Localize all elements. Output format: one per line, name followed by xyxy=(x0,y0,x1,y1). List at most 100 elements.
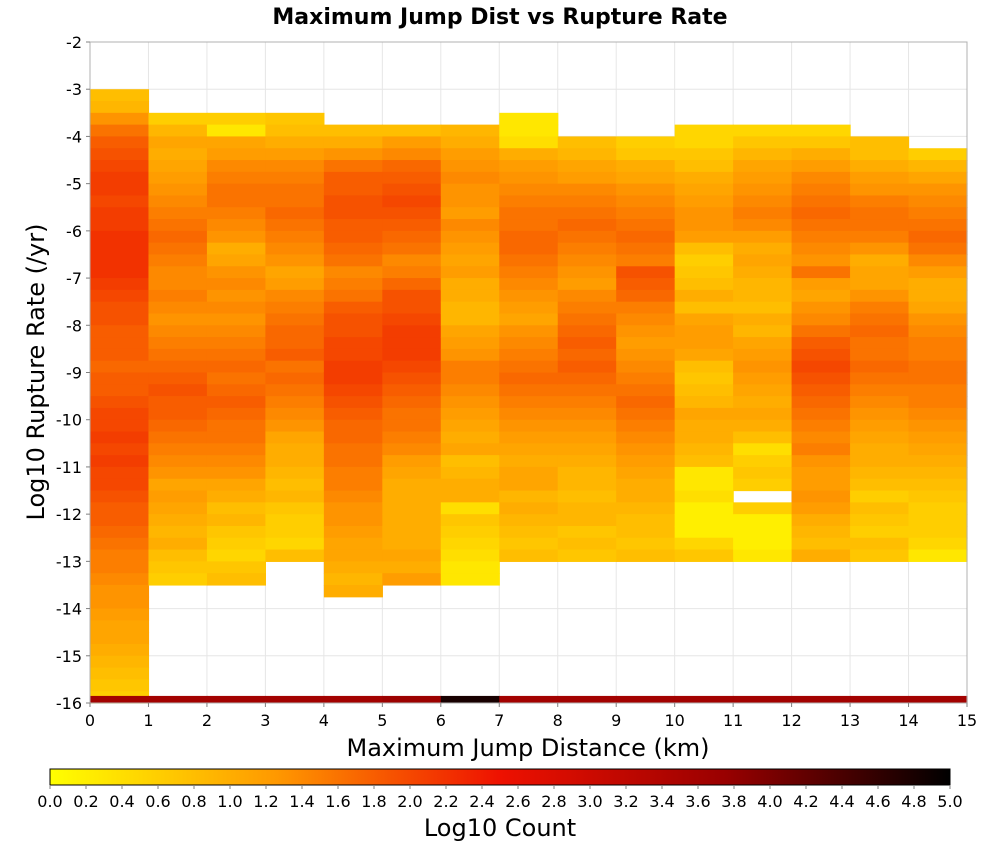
heatmap-cell xyxy=(382,337,442,350)
heatmap-cell xyxy=(382,396,442,409)
heatmap-cell xyxy=(791,549,851,562)
heatmap-cell xyxy=(148,431,208,444)
heatmap-cell xyxy=(850,160,910,173)
heatmap-cell xyxy=(499,325,559,338)
y-tick-label: -7 xyxy=(66,269,82,288)
heatmap-cell xyxy=(382,148,442,161)
heatmap-cell xyxy=(791,466,851,480)
heatmap-cell xyxy=(850,313,910,326)
heatmap-cell xyxy=(791,160,851,173)
heatmap-cell xyxy=(90,89,150,102)
heatmap-cell xyxy=(791,266,851,279)
y-tick-label: -12 xyxy=(56,505,82,524)
heatmap-cell xyxy=(557,195,617,208)
heatmap-cell xyxy=(323,431,383,444)
heatmap-cell xyxy=(382,384,442,397)
heatmap-cell xyxy=(148,219,208,232)
heatmap-cell xyxy=(440,502,500,515)
heatmap-cell xyxy=(908,219,968,232)
x-tick-label: 13 xyxy=(840,711,860,730)
colorbar-tick-label: 3.2 xyxy=(613,792,638,811)
heatmap-cell xyxy=(440,230,500,244)
heatmap-cell xyxy=(733,407,793,421)
heatmap-cell xyxy=(323,561,383,574)
heatmap-cell xyxy=(206,195,266,208)
heatmap-cell xyxy=(674,525,734,539)
heatmap-cell xyxy=(557,360,617,374)
heatmap-cell xyxy=(674,242,734,256)
heatmap-cell xyxy=(733,695,793,703)
heatmap-cell xyxy=(674,301,734,315)
heatmap-cell xyxy=(206,112,266,126)
heatmap-cell xyxy=(499,112,559,126)
colorbar-tick-label: 3.6 xyxy=(685,792,710,811)
heatmap-cell xyxy=(616,514,676,527)
heatmap-cell xyxy=(265,337,325,350)
heatmap-cell xyxy=(908,455,968,468)
heatmap-cell xyxy=(148,242,208,256)
heatmap-cell xyxy=(733,278,793,291)
heatmap-cell xyxy=(90,407,150,421)
heatmap-cell xyxy=(791,372,851,385)
heatmap-cell xyxy=(499,525,559,539)
heatmap-cell xyxy=(440,301,500,315)
heatmap-cell xyxy=(382,443,442,456)
heatmap-cell xyxy=(206,478,266,492)
heatmap-cell xyxy=(148,396,208,409)
heatmap-cell xyxy=(323,219,383,232)
heatmap-cell xyxy=(499,466,559,480)
heatmap-cell xyxy=(206,160,266,173)
heatmap-cell xyxy=(90,183,150,197)
x-tick-label: 11 xyxy=(723,711,743,730)
heatmap-cell xyxy=(616,230,676,244)
heatmap-cell xyxy=(382,254,442,267)
heatmap-cell xyxy=(382,348,442,362)
heatmap-cell xyxy=(265,254,325,267)
heatmap-cell xyxy=(850,502,910,515)
heatmap-cell xyxy=(674,207,734,220)
heatmap-cell xyxy=(90,632,150,645)
heatmap-cell xyxy=(674,124,734,138)
colorbar-tick-label: 0.4 xyxy=(109,792,134,811)
heatmap-cell xyxy=(323,514,383,527)
heatmap-cell xyxy=(616,278,676,291)
heatmap-cell xyxy=(850,360,910,374)
heatmap-cell xyxy=(499,514,559,527)
heatmap-cell xyxy=(206,561,266,574)
heatmap-cell xyxy=(90,171,150,185)
heatmap-cell xyxy=(440,466,500,480)
heatmap-cell xyxy=(733,266,793,279)
heatmap-cell xyxy=(557,207,617,220)
heatmap-cell xyxy=(616,360,676,374)
heatmap-cell xyxy=(850,549,910,562)
y-tick-label: -2 xyxy=(66,33,82,52)
heatmap-cell xyxy=(850,289,910,303)
heatmap-cell xyxy=(323,207,383,220)
heatmap-cell xyxy=(148,136,208,149)
heatmap-cell xyxy=(265,537,325,551)
heatmap-cell xyxy=(616,183,676,197)
heatmap-cell xyxy=(733,230,793,244)
heatmap-cell xyxy=(206,313,266,326)
heatmap-cell xyxy=(733,502,793,515)
heatmap-cell xyxy=(674,230,734,244)
heatmap-cell xyxy=(265,230,325,244)
heatmap-cell xyxy=(148,278,208,291)
heatmap-cell xyxy=(206,289,266,303)
heatmap-cell xyxy=(206,695,266,703)
heatmap-cell xyxy=(90,124,150,138)
heatmap-cell xyxy=(557,407,617,421)
heatmap-cell xyxy=(616,171,676,185)
heatmap-cell xyxy=(850,242,910,256)
colorbar-tick-label: 0.2 xyxy=(73,792,98,811)
heatmap-cell xyxy=(148,348,208,362)
y-tick-label: -11 xyxy=(56,458,82,477)
heatmap-cell xyxy=(440,207,500,220)
heatmap-cell xyxy=(323,695,383,703)
heatmap-cell xyxy=(90,466,150,480)
heatmap-cell xyxy=(850,254,910,267)
heatmap-cell xyxy=(674,254,734,267)
heatmap-cell xyxy=(206,384,266,397)
heatmap-cell xyxy=(616,160,676,173)
heatmap-cell xyxy=(499,695,559,703)
